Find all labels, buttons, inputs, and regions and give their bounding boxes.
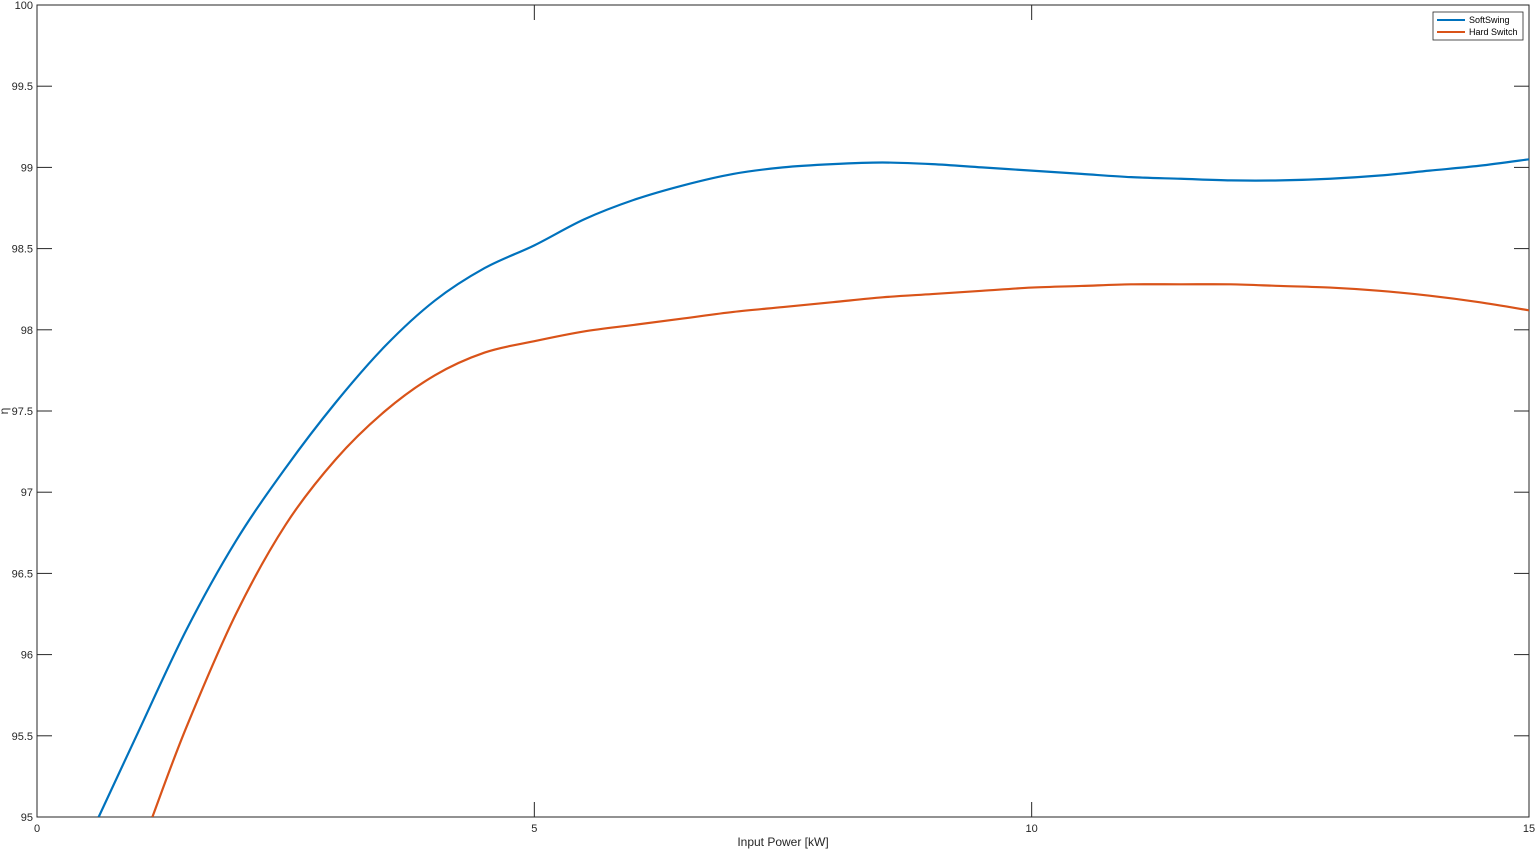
series-line-softswing (97, 158, 1529, 817)
x-axis-label: Input Power [kW] (737, 835, 828, 849)
legend-entry-label: Hard Switch (1469, 27, 1518, 37)
x-tick-label: 15 (1523, 823, 1535, 835)
series-lines (97, 158, 1529, 817)
plot-box (36, 4, 1530, 818)
y-tick-label: 100 (15, 0, 33, 12)
legend: SoftSwing Hard Switch (1432, 11, 1524, 41)
y-tick-label: 97.5 (12, 406, 33, 418)
y-tick-label: 99.5 (12, 81, 33, 93)
y-tick-label: 98.5 (12, 244, 33, 256)
y-tick-label: 95 (21, 812, 33, 824)
x-tick-label: 0 (34, 823, 40, 835)
y-tick-label: 99 (21, 162, 33, 174)
legend-entry-label: SoftSwing (1469, 15, 1510, 25)
series-line-hard-switch (151, 283, 1529, 817)
y-tick-label: 96.5 (12, 568, 33, 580)
axis-ticks: 0 5 10 15 95 95.5 96 96.5 97 97.5 98 98.5 99 99.5 100 (12, 0, 1536, 835)
y-tick-label: 97 (21, 487, 33, 499)
x-tick-label: 10 (1026, 823, 1038, 835)
y-axis-label: η (0, 408, 11, 415)
plot-area (36, 4, 1530, 818)
x-tick-label: 5 (531, 823, 537, 835)
y-tick-label: 98 (21, 325, 33, 337)
y-tick-label: 96 (21, 650, 33, 662)
legend-box (1432, 11, 1524, 41)
y-tick-label: 95.5 (12, 731, 33, 743)
